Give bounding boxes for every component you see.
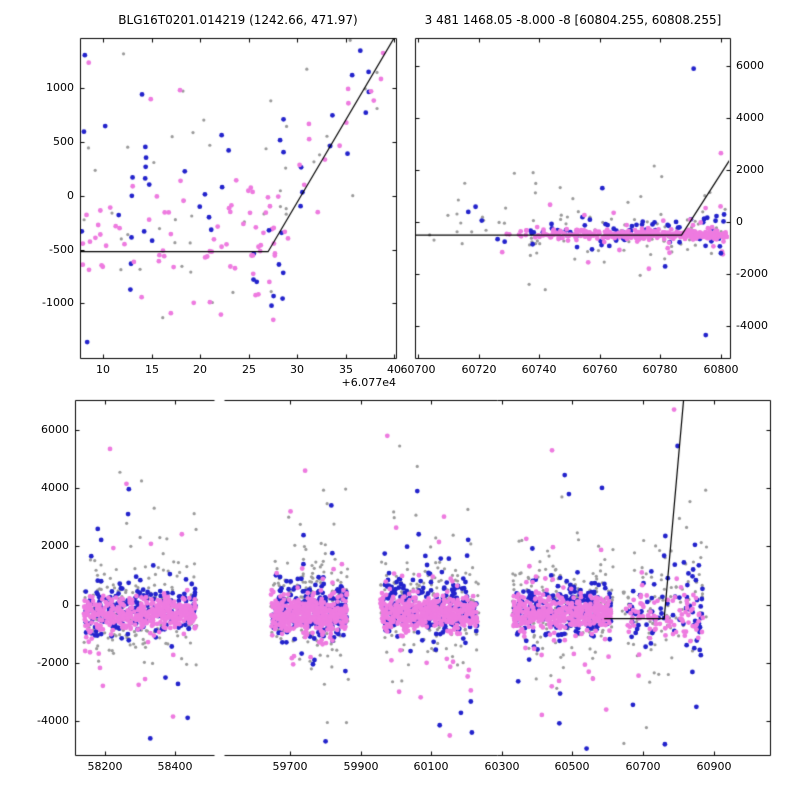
x-tick-label: 60900	[696, 760, 732, 773]
x-axis-offset-label: +6.077e4	[341, 376, 396, 389]
x-tick-label: 60300	[484, 760, 520, 773]
y-tick-label: 2000	[736, 163, 764, 176]
x-tick-label: 60800	[703, 363, 739, 376]
y-tick-label: 0	[67, 189, 74, 202]
subplot-top-left-title: BLG16T0201.014219 (1242.66, 471.97)	[118, 13, 358, 27]
x-tick-label: 40	[387, 363, 401, 376]
y-tick-label: 6000	[41, 423, 69, 436]
x-tick-label: 35	[339, 363, 353, 376]
y-tick-label: 500	[53, 135, 74, 148]
x-tick-label: 59700	[272, 760, 308, 773]
y-tick-label: -4000	[37, 714, 69, 727]
y-tick-label: 0	[736, 215, 743, 228]
x-tick-label: 58400	[157, 760, 193, 773]
x-tick-label: 60700	[625, 760, 661, 773]
x-tick-label: 20	[193, 363, 207, 376]
y-tick-label: 6000	[736, 59, 764, 72]
x-tick-label: 60780	[642, 363, 678, 376]
y-tick-label: -1000	[42, 296, 74, 309]
subplot-top-right-title: 3 481 1468.05 -8.000 -8 [60804.255, 6080…	[424, 13, 722, 27]
x-tick-label: 10	[96, 363, 110, 376]
x-tick-label: 58200	[87, 760, 123, 773]
y-tick-label: -2000	[736, 267, 768, 280]
x-tick-label: 25	[242, 363, 256, 376]
x-tick-label: 60700	[400, 363, 436, 376]
y-tick-label: 1000	[46, 81, 74, 94]
x-tick-label: 59900	[343, 760, 379, 773]
x-tick-label: 15	[145, 363, 159, 376]
x-tick-label: 60740	[521, 363, 557, 376]
x-tick-label: 60500	[554, 760, 590, 773]
y-tick-label: -500	[49, 243, 74, 256]
x-tick-label: 60100	[413, 760, 449, 773]
x-tick-label: 60760	[582, 363, 618, 376]
y-tick-label: -4000	[736, 319, 768, 332]
y-tick-label: -2000	[37, 656, 69, 669]
x-tick-label: 60720	[461, 363, 497, 376]
y-tick-label: 4000	[736, 111, 764, 124]
x-tick-label: 30	[290, 363, 304, 376]
y-tick-label: 2000	[41, 539, 69, 552]
y-tick-label: 0	[62, 598, 69, 611]
y-tick-label: 4000	[41, 481, 69, 494]
